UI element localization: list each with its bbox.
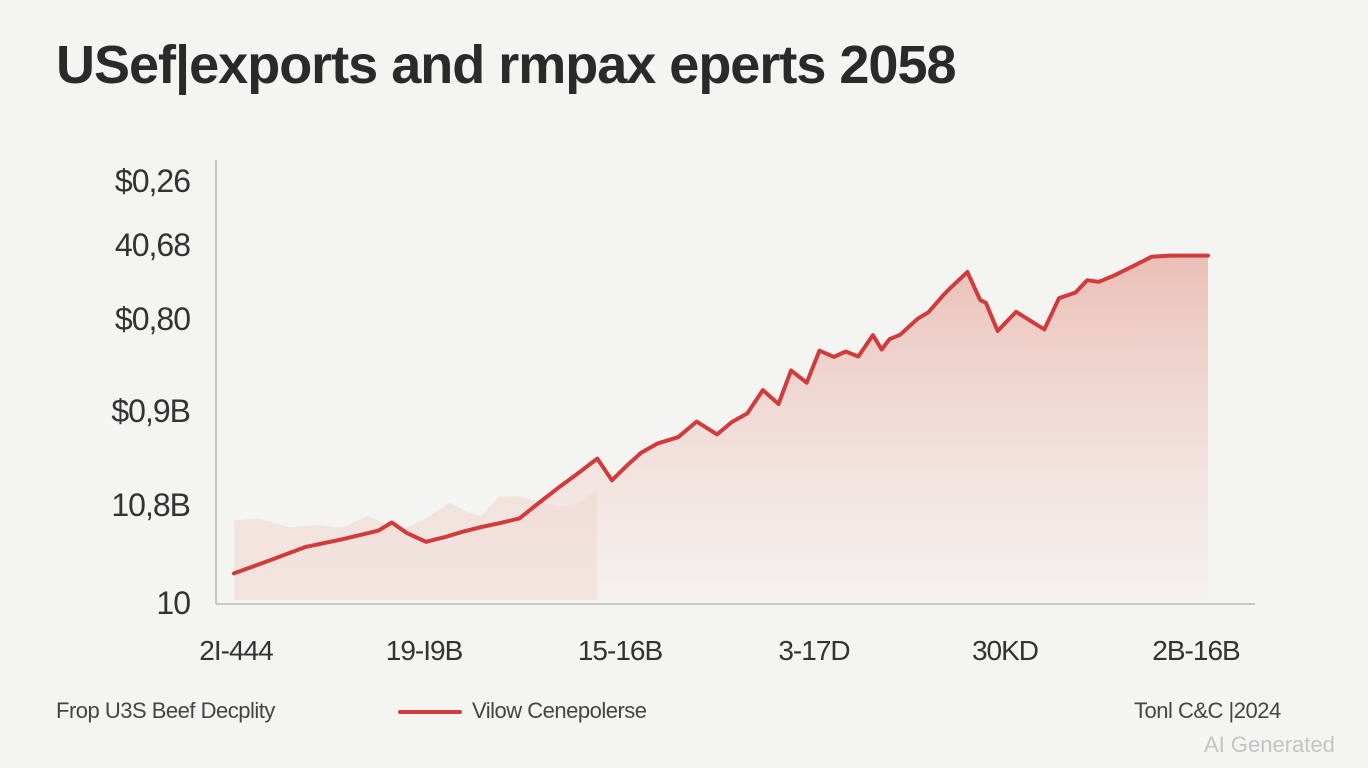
x-tick-label: 19-I9B — [386, 635, 463, 666]
y-tick-label: $0,9B — [111, 393, 190, 429]
y-tick-label: 10 — [156, 585, 190, 621]
x-tick-label: 15-16B — [578, 635, 663, 666]
y-tick-label: 10,8B — [111, 487, 190, 523]
y-tick-label: $0,80 — [115, 301, 190, 337]
legend-series-label: Vilow Cenepolerse — [472, 698, 647, 723]
legend-line-swatch — [398, 710, 462, 714]
y-tick-label: $0,26 — [115, 163, 190, 199]
x-tick-label: 2I-444 — [199, 635, 273, 666]
ai-generated-watermark: AI Generated — [1204, 732, 1335, 757]
x-tick-label: 2B-16B — [1152, 635, 1240, 666]
chart-title: USef|exports and rmpax eperts 2058 — [56, 35, 957, 95]
y-tick-label: 40,68 — [115, 227, 190, 263]
x-tick-label: 30KD — [972, 635, 1038, 666]
series-line — [232, 253, 1210, 576]
x-tick-label: 3-17D — [778, 635, 849, 666]
legend-source-label: Frop U3S Beef Decplity — [56, 698, 275, 723]
series-area-fill — [234, 255, 1208, 600]
source-credit: Tonl C&C |2024 — [1134, 698, 1281, 723]
